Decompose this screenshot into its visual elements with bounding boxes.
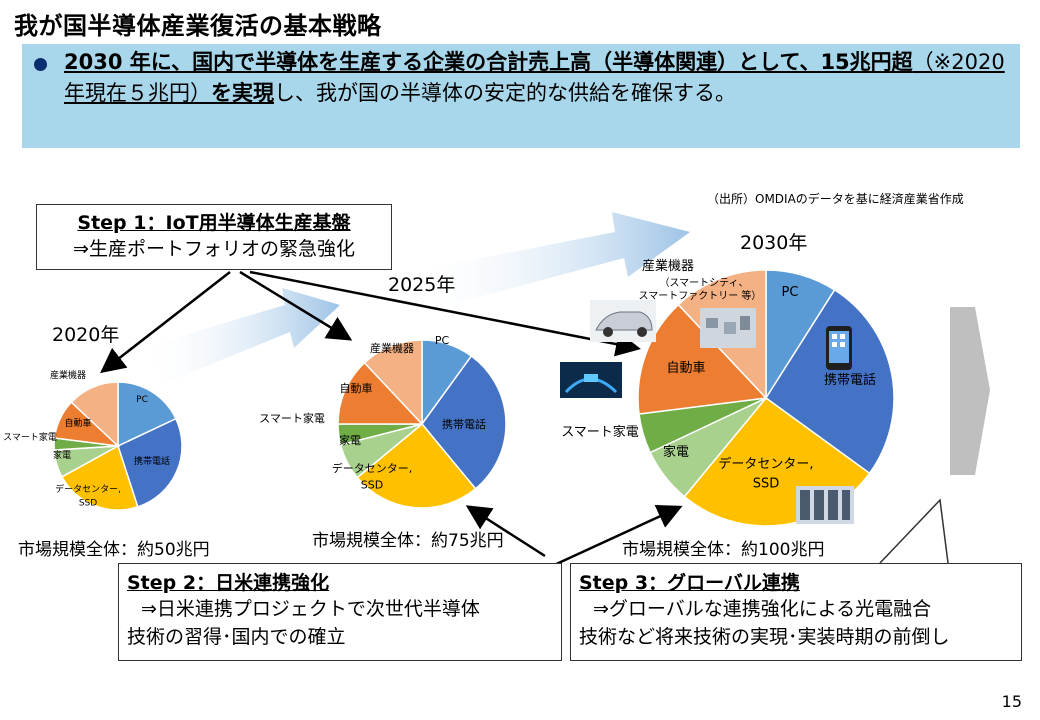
bullet-icon bbox=[34, 58, 47, 71]
datacenter-label: データセンター, SSD bbox=[718, 456, 813, 492]
future-arrow bbox=[950, 307, 990, 475]
pie-slice-datacenter-ssd bbox=[60, 444, 139, 511]
smart-home-label: スマート家電 bbox=[3, 431, 57, 443]
page-number: 15 bbox=[1001, 692, 1022, 711]
summary-rest: し、我が国の半導体の安定的な供給を確保する。 bbox=[274, 81, 736, 105]
pc-label: PC bbox=[136, 395, 148, 405]
year-label-2025: 2025年 bbox=[388, 274, 456, 296]
datacenter-label: データセンター, SSD bbox=[55, 483, 121, 509]
summary-goal: 2030 年に、国内で半導体を生産する企業の合計売上高（半導体関連）として、15… bbox=[64, 50, 913, 74]
growth-arrow-1 bbox=[150, 288, 340, 385]
growth-arrow-2 bbox=[420, 212, 690, 310]
home-appliance-label: 家電 bbox=[339, 433, 361, 447]
step2-title: Step 2：日米連携強化 bbox=[127, 572, 330, 594]
smartphone-icon bbox=[826, 326, 852, 370]
step3-box: Step 3：グローバル連携 ⇒グローバルな連携強化による光電融合 技術など将来… bbox=[570, 563, 1022, 661]
smart-home-label: スマート家電 bbox=[561, 424, 639, 440]
step2-body-line1: ⇒日米連携プロジェクトで次世代半導体 bbox=[141, 598, 480, 620]
step3-callout-tail bbox=[879, 498, 949, 564]
pie-slice-mobile bbox=[117, 417, 183, 508]
step1-pointer-2025 bbox=[239, 270, 353, 341]
industrial-label: 産業機器 bbox=[642, 258, 694, 274]
step2-pointer bbox=[465, 505, 546, 558]
step3-pointer bbox=[551, 505, 683, 568]
automotive-label: 自動車 bbox=[666, 361, 705, 376]
step1-pointer-2020 bbox=[100, 271, 231, 374]
pc-label: PC bbox=[435, 334, 450, 347]
automotive-label: 自動車 bbox=[64, 417, 91, 429]
market-size-2025: 市場規模全体：約75兆円 bbox=[312, 531, 504, 551]
pie-slice-mobile bbox=[764, 288, 895, 475]
mobile-label: 携帯電話 bbox=[824, 372, 876, 388]
industrial-label: 産業機器 bbox=[50, 369, 86, 381]
pie-slice-automotive bbox=[637, 303, 768, 415]
pie-slice-datacenter-ssd bbox=[356, 422, 477, 509]
summary-note: （※2020年現在５兆円） bbox=[64, 50, 1005, 105]
pie-slice-automotive bbox=[337, 361, 424, 425]
pie-slice-industrial bbox=[363, 339, 423, 426]
dashboard-icon bbox=[560, 362, 622, 398]
step1-body: ⇒生産ポートフォリオの緊急強化 bbox=[73, 238, 355, 260]
home-appliance-label: 家電 bbox=[663, 444, 689, 460]
step3-body-line2: 技術など将来技術の実現･実装時期の前倒し bbox=[579, 626, 950, 648]
datacenter-label: データセンター, SSD bbox=[332, 461, 413, 492]
pie-slice-mobile bbox=[421, 354, 507, 490]
home-appliance-label: 家電 bbox=[53, 449, 71, 461]
industrial-note: （スマートシティ、スマートファクトリー 等） bbox=[639, 277, 762, 302]
smart-home-label: スマート家電 bbox=[259, 411, 325, 425]
summary-text: 2030 年に、国内で半導体を生産する企業の合計売上高（半導体関連）として、15… bbox=[64, 47, 1009, 109]
step3-body-line1: ⇒グローバルな連携強化による光電融合 bbox=[593, 598, 932, 620]
mobile-label: 携帯電話 bbox=[134, 455, 170, 467]
step1-pointer-2030 bbox=[249, 270, 641, 357]
pie-slice-industrial bbox=[70, 381, 119, 448]
pie-slice-pc bbox=[117, 381, 177, 448]
step2-body-line2: 技術の習得･国内での確立 bbox=[127, 626, 346, 648]
step1-box: Step 1：IoT用半導体生産基盤 ⇒生産ポートフォリオの緊急強化 bbox=[36, 204, 392, 270]
step2-box: Step 2：日米連携強化 ⇒日米連携プロジェクトで次世代半導体 技術の習得･国… bbox=[118, 563, 562, 661]
industrial-label: 産業機器 bbox=[370, 341, 414, 355]
mobile-label: 携帯電話 bbox=[442, 417, 486, 431]
server-rack-icon bbox=[796, 486, 854, 524]
step1-title: Step 1：IoT用半導体生産基盤 bbox=[77, 212, 351, 234]
page-title: 我が国半導体産業復活の基本戦略 bbox=[14, 12, 382, 40]
source-note: （出所）OMDIAのデータを基に経済産業省作成 bbox=[707, 192, 964, 206]
car-icon bbox=[590, 300, 656, 342]
summary-banner bbox=[22, 44, 1020, 148]
step3-title: Step 3：グローバル連携 bbox=[579, 572, 800, 594]
market-size-2030: 市場規模全体：約100兆円 bbox=[622, 540, 825, 560]
summary-realize: を実現 bbox=[211, 81, 274, 105]
pc-label: PC bbox=[782, 285, 799, 300]
factory-icon bbox=[700, 308, 756, 348]
year-label-2030: 2030年 bbox=[740, 232, 808, 254]
market-size-2020: 市場規模全体：約50兆円 bbox=[18, 540, 210, 560]
year-label-2020: 2020年 bbox=[52, 324, 120, 346]
automotive-label: 自動車 bbox=[340, 381, 373, 395]
